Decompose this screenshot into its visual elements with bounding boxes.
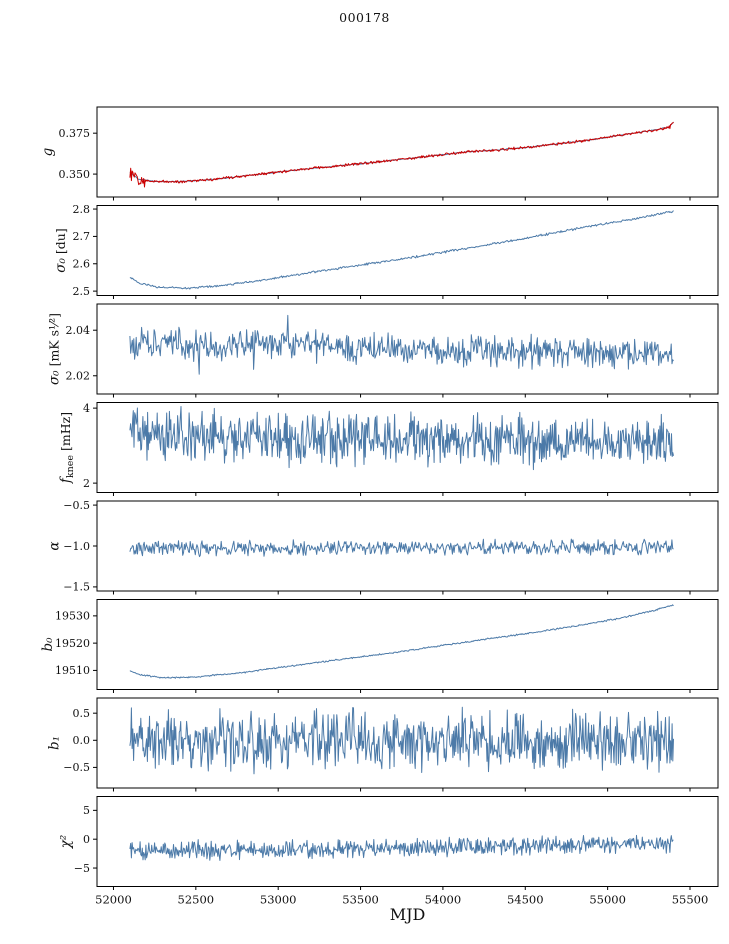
panel-b1: 0.5 0.0 −0.5b₁ — [47, 697, 719, 792]
panel-border — [96, 205, 719, 296]
panel-chi2: 5 0 −5 52000 52500 53000 53500 54000 54500 55000 5… — [58, 796, 719, 907]
y-tick-label: 2.7 — [73, 230, 91, 243]
y-tick-label: −1.5 — [63, 581, 90, 594]
y-axis-label: b₁ — [47, 736, 63, 750]
y-tick-label: −5 — [74, 862, 90, 875]
panel-alpha: −0.5 −1.0 −1.5 α — [47, 499, 719, 595]
y-axis-label: σ₀ [du] — [53, 228, 69, 272]
y-tick-label: 4 — [83, 402, 90, 415]
y-tick-label: 0.350 — [59, 168, 91, 181]
y-tick-label: −1.0 — [63, 540, 90, 553]
x-tick-label: 54000 — [425, 893, 462, 907]
x-tick-label: 52500 — [178, 893, 215, 907]
y-tick-label: 2 — [83, 477, 90, 490]
y-axis-label: σ₀ [mK s¹⁄²] — [47, 313, 63, 385]
x-tick-label: 55500 — [672, 893, 709, 907]
panel-border — [96, 303, 719, 395]
y-tick-label: 5 — [83, 804, 90, 817]
y-axis-label: α — [47, 541, 63, 550]
series-gain-fit — [129, 121, 674, 183]
x-tick-label: 53500 — [342, 893, 379, 907]
x-tick-label: 52000 — [95, 893, 132, 907]
y-tick-label: 2.6 — [73, 258, 91, 271]
series-sigma0-du — [129, 210, 674, 290]
y-axis-label: g — [40, 147, 56, 156]
y-axis-label: χ² — [58, 835, 74, 850]
x-tick-label: 53000 — [260, 893, 297, 907]
y-tick-label: 0.375 — [59, 127, 91, 140]
y-tick-label: 2.5 — [73, 285, 91, 298]
x-tick-label: 54500 — [507, 893, 544, 907]
y-tick-label: −0.5 — [63, 761, 90, 774]
series-b1 — [129, 706, 674, 775]
y-tick-label: 19510 — [55, 664, 90, 677]
series-fknee — [129, 406, 674, 471]
x-tick-label: 55000 — [589, 893, 626, 907]
y-tick-label: 0.5 — [73, 707, 91, 720]
y-tick-label: 19530 — [55, 610, 90, 623]
y-tick-label: −0.5 — [63, 499, 90, 512]
panel-b0: 19510 19520 19530 b₀ — [40, 599, 719, 693]
y-tick-label: 19520 — [55, 637, 90, 650]
y-tick-label: 2.8 — [73, 203, 91, 216]
panel-border — [96, 599, 719, 690]
figure-title: 000178 — [339, 10, 390, 25]
y-tick-label: 2.02 — [66, 370, 91, 383]
y-tick-label: 2.04 — [66, 324, 91, 337]
y-axis-label: b₀ — [40, 637, 56, 652]
x-axis-label: MJD — [389, 905, 426, 924]
panel-sigma0-du: 2.5 2.6 2.7 2.8 σ₀ [du] — [53, 203, 719, 299]
panel-border — [96, 796, 719, 887]
panel-border — [96, 402, 719, 493]
panel-border — [96, 697, 719, 789]
panel-border — [96, 106, 719, 198]
series-sigma0-mk — [129, 314, 674, 375]
panel-fknee: 2 4 fknee [mHz] — [58, 402, 719, 496]
series-gain-data — [129, 121, 674, 188]
y-tick-label: 0.0 — [73, 734, 91, 747]
y-tick-label: 0 — [83, 833, 90, 846]
series-chi2 — [129, 834, 674, 861]
series-alpha — [129, 538, 674, 558]
y-axis-label: fknee [mHz] — [58, 412, 76, 484]
series-b0 — [129, 604, 674, 679]
